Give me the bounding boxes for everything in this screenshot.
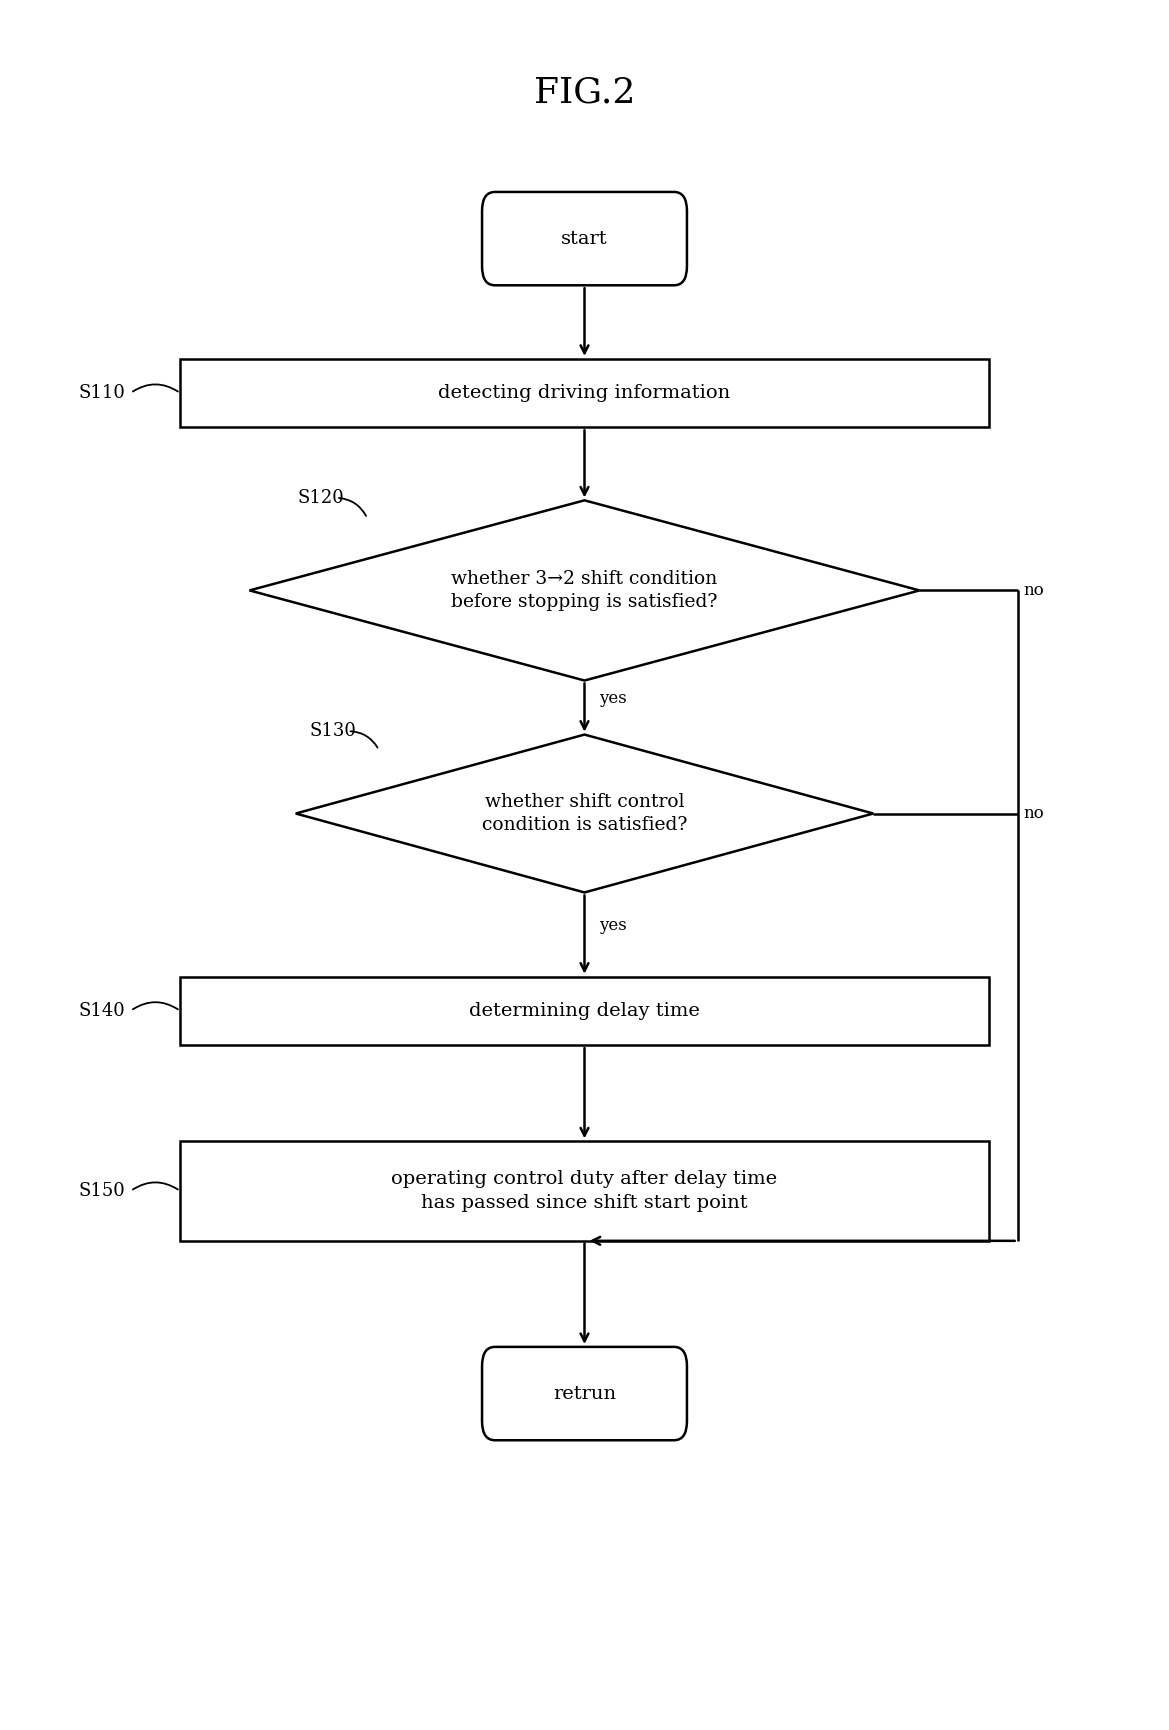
Text: S130: S130 bbox=[310, 721, 357, 740]
Text: whether shift control
condition is satisfied?: whether shift control condition is satis… bbox=[482, 792, 687, 834]
FancyBboxPatch shape bbox=[482, 192, 687, 285]
Text: retrun: retrun bbox=[553, 1384, 616, 1403]
FancyBboxPatch shape bbox=[482, 1348, 687, 1441]
Text: S120: S120 bbox=[298, 490, 345, 507]
Polygon shape bbox=[249, 500, 920, 680]
Bar bbox=[180, 1142, 989, 1240]
Text: start: start bbox=[561, 230, 608, 247]
Text: S140: S140 bbox=[78, 1002, 125, 1021]
Text: no: no bbox=[1023, 804, 1044, 822]
Bar bbox=[180, 358, 989, 427]
Text: no: no bbox=[1023, 581, 1044, 599]
Text: FIG.2: FIG.2 bbox=[534, 76, 635, 109]
Bar bbox=[180, 976, 989, 1045]
Text: whether 3→2 shift condition
before stopping is satisfied?: whether 3→2 shift condition before stopp… bbox=[451, 569, 718, 611]
Text: determining delay time: determining delay time bbox=[469, 1002, 700, 1021]
Text: S150: S150 bbox=[78, 1182, 125, 1201]
Text: S110: S110 bbox=[78, 384, 125, 401]
Text: detecting driving information: detecting driving information bbox=[438, 384, 731, 401]
Text: yes: yes bbox=[600, 690, 628, 708]
Text: operating control duty after delay time
has passed since shift start point: operating control duty after delay time … bbox=[392, 1169, 777, 1211]
Polygon shape bbox=[296, 735, 873, 893]
Text: yes: yes bbox=[600, 917, 628, 934]
